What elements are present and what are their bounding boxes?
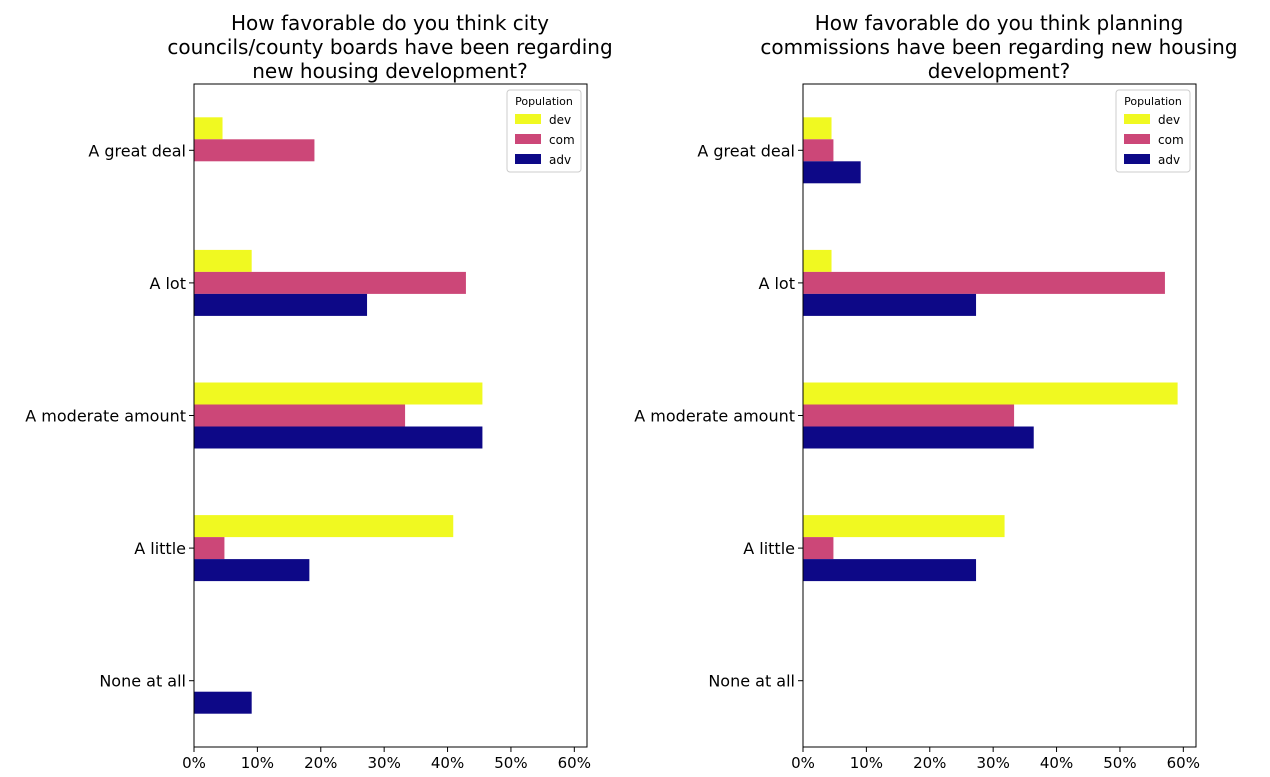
- category-label: A lot: [149, 274, 186, 293]
- x-tick-label: 40%: [1040, 754, 1073, 772]
- x-tick-label: 50%: [494, 754, 527, 772]
- legend-box: [1115, 89, 1191, 173]
- legend-label-com: com: [549, 133, 575, 147]
- bar-com-2: [194, 271, 466, 294]
- bar-com-3: [194, 404, 406, 427]
- legend: Population dev com adv: [506, 89, 582, 173]
- category-label: A lot: [758, 274, 795, 293]
- chart-title-line: How favorable do you think planning: [815, 11, 1184, 35]
- chart-2: How favorable do you think planningcommi…: [634, 11, 1237, 772]
- category-label: A great deal: [697, 141, 795, 160]
- category-label: None at all: [99, 672, 186, 691]
- bar-com-3: [803, 404, 1015, 427]
- category-label: A great deal: [88, 141, 186, 160]
- bar-adv-2: [194, 293, 368, 316]
- x-tick-label: 10%: [241, 754, 274, 772]
- x-tick-label: 0%: [182, 754, 206, 772]
- bar-adv-1: [803, 161, 861, 184]
- bar-dev-4: [803, 515, 1005, 538]
- legend-swatch-dev: [515, 114, 541, 124]
- bar-com-1: [803, 139, 834, 162]
- legend-label-adv: adv: [1158, 153, 1180, 167]
- x-tick-label: 0%: [791, 754, 815, 772]
- bar-adv-4: [194, 559, 310, 582]
- chart-title-line: new housing development?: [252, 59, 528, 83]
- bar-adv-3: [194, 426, 483, 449]
- bar-dev-1: [803, 117, 832, 140]
- chart-title-line: councils/county boards have been regardi…: [167, 35, 612, 59]
- legend-swatch-adv: [1124, 154, 1150, 164]
- chart-title-line: commissions have been regarding new hous…: [760, 35, 1237, 59]
- bar-dev-2: [194, 249, 252, 272]
- category-label: A little: [743, 539, 795, 558]
- legend-swatch-dev: [1124, 114, 1150, 124]
- category-label: A moderate amount: [634, 407, 795, 426]
- category-label: A little: [134, 539, 186, 558]
- bar-adv-5: [194, 691, 252, 714]
- bar-com-4: [803, 537, 834, 560]
- bar-dev-3: [803, 382, 1178, 405]
- bar-com-1: [194, 139, 315, 162]
- legend-box: [506, 89, 582, 173]
- x-tick-label: 30%: [367, 754, 400, 772]
- x-tick-label: 10%: [850, 754, 883, 772]
- legend-title: Population: [1124, 95, 1182, 108]
- legend-swatch-com: [515, 134, 541, 144]
- x-tick-label: 30%: [976, 754, 1009, 772]
- category-label: A moderate amount: [25, 407, 186, 426]
- x-tick-label: 20%: [913, 754, 946, 772]
- legend-swatch-adv: [515, 154, 541, 164]
- legend-label-adv: adv: [549, 153, 571, 167]
- legend: Population dev com adv: [1115, 89, 1191, 173]
- bar-adv-3: [803, 426, 1034, 449]
- x-tick-label: 20%: [304, 754, 337, 772]
- bar-adv-2: [803, 293, 977, 316]
- bar-com-4: [194, 537, 225, 560]
- legend-label-com: com: [1158, 133, 1184, 147]
- chart-title-line: How favorable do you think city: [231, 11, 549, 35]
- category-label: None at all: [708, 672, 795, 691]
- x-tick-label: 40%: [431, 754, 464, 772]
- x-tick-label: 60%: [558, 754, 591, 772]
- legend-label-dev: dev: [1158, 113, 1180, 127]
- legend-label-dev: dev: [549, 113, 571, 127]
- bar-dev-3: [194, 382, 483, 405]
- legend-swatch-com: [1124, 134, 1150, 144]
- bar-dev-4: [194, 515, 454, 538]
- bar-com-2: [803, 271, 1165, 294]
- x-tick-label: 60%: [1167, 754, 1200, 772]
- x-tick-label: 50%: [1103, 754, 1136, 772]
- bar-adv-4: [803, 559, 977, 582]
- legend-title: Population: [515, 95, 573, 108]
- chart-1: How favorable do you think citycouncils/…: [25, 11, 612, 772]
- bar-dev-1: [194, 117, 223, 140]
- bar-dev-2: [803, 249, 832, 272]
- chart-title-line: development?: [928, 59, 1071, 83]
